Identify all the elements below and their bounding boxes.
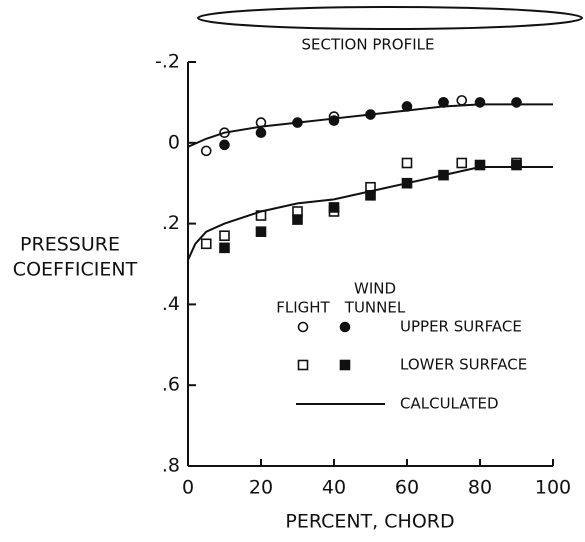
- calculated-line: [187, 166, 553, 261]
- filled-square-marker: [511, 159, 522, 171]
- x-tick-label: 0: [182, 477, 194, 499]
- x-axis-label: PERCENT, CHORD: [285, 511, 454, 533]
- filled-square-marker: [292, 214, 303, 225]
- section-profile-shape: [197, 6, 583, 30]
- x-tick-label: 20: [249, 477, 273, 499]
- open-circle-marker: [297, 321, 309, 333]
- open-circle-marker: [200, 145, 212, 157]
- y-tick-label: .2: [162, 212, 180, 234]
- chart-title: SECTION PROFILE: [301, 36, 434, 54]
- filled-circle-marker: [511, 97, 522, 108]
- y-tick-label: 0: [168, 131, 180, 153]
- filled-circle-marker: [339, 321, 351, 333]
- legend-header: TUNNEL: [344, 299, 406, 317]
- filled-square-marker: [255, 226, 267, 237]
- open-square-marker: [401, 157, 413, 169]
- filled-square-marker: [474, 159, 486, 171]
- open-circle-marker: [456, 95, 468, 106]
- legend-header: FLIGHT: [276, 299, 330, 317]
- calculated-line: [187, 103, 553, 148]
- y-tick-label: -.2: [155, 51, 180, 73]
- open-square-marker: [219, 230, 230, 242]
- legend-label: LOWER SURFACE: [400, 356, 527, 374]
- y-axis-label: COEFFICIENT: [13, 259, 138, 281]
- filled-circle-marker: [255, 127, 267, 138]
- filled-square-marker: [339, 359, 351, 371]
- open-square-marker: [297, 359, 309, 371]
- legend-label: CALCULATED: [400, 395, 499, 413]
- filled-circle-marker: [219, 139, 230, 151]
- y-tick-label: .8: [162, 455, 180, 477]
- y-tick-label: .6: [162, 374, 180, 396]
- legend-label: UPPER SURFACE: [400, 318, 522, 336]
- open-square-marker: [200, 238, 212, 250]
- filled-square-marker: [328, 202, 340, 213]
- y-axis-label: PRESSURE: [20, 234, 120, 256]
- legend-header: WIND: [354, 280, 396, 298]
- x-tick-label: 40: [322, 477, 346, 499]
- x-tick-label: 100: [535, 477, 571, 499]
- x-tick-label: 80: [468, 477, 492, 499]
- filled-square-marker: [219, 242, 230, 254]
- open-square-marker: [456, 157, 468, 169]
- x-tick-label: 60: [395, 477, 419, 499]
- y-tick-label: .4: [162, 293, 180, 315]
